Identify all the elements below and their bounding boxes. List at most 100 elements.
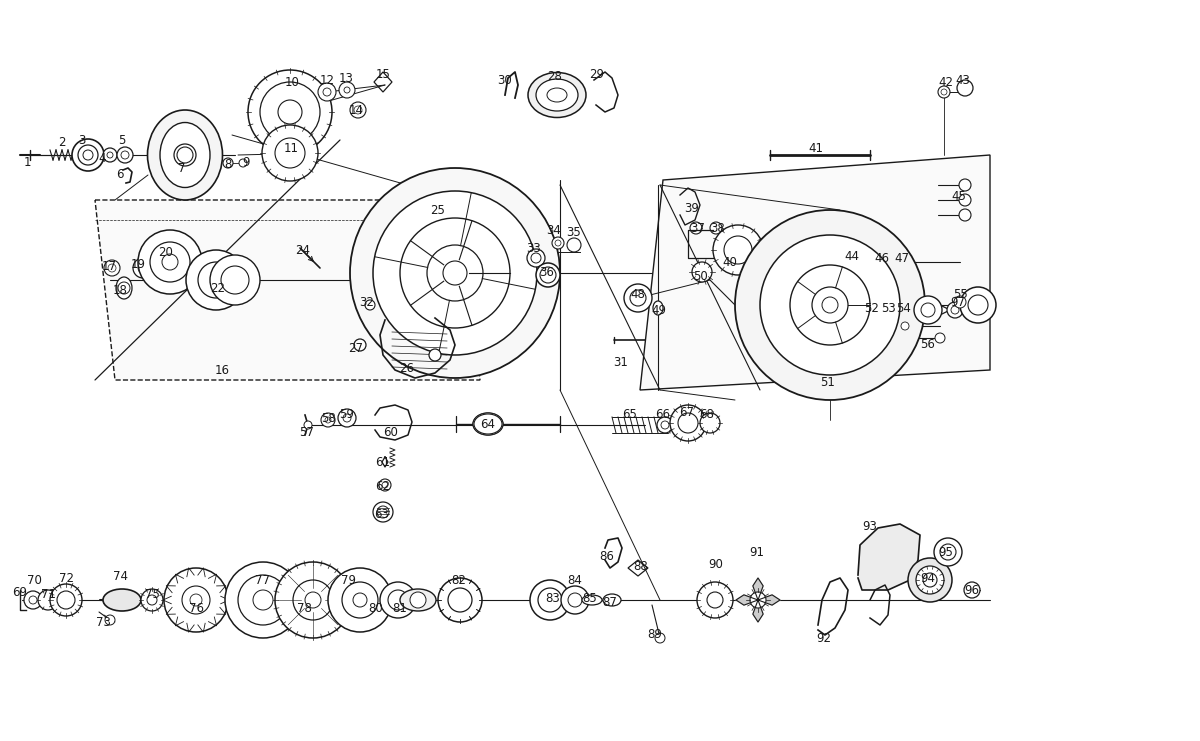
Text: 6: 6: [116, 168, 124, 182]
Circle shape: [24, 591, 42, 609]
Text: 47: 47: [894, 251, 910, 265]
Circle shape: [293, 580, 334, 620]
Ellipse shape: [536, 79, 578, 111]
Text: 67: 67: [679, 407, 695, 419]
Ellipse shape: [604, 594, 622, 606]
Text: 97: 97: [950, 296, 966, 308]
Circle shape: [260, 82, 320, 142]
Text: 66: 66: [655, 408, 671, 422]
Circle shape: [354, 106, 362, 114]
Circle shape: [354, 339, 366, 351]
Text: 81: 81: [392, 602, 408, 614]
Text: 64: 64: [480, 419, 496, 431]
Circle shape: [138, 263, 148, 273]
Circle shape: [901, 322, 910, 330]
Text: 92: 92: [816, 631, 832, 645]
Text: 20: 20: [158, 245, 174, 259]
Polygon shape: [736, 595, 758, 605]
Text: 53: 53: [881, 302, 895, 314]
Circle shape: [325, 417, 331, 423]
Circle shape: [118, 147, 133, 163]
Circle shape: [72, 139, 104, 171]
Text: 79: 79: [341, 574, 355, 586]
Circle shape: [104, 260, 120, 276]
Circle shape: [940, 544, 956, 560]
Circle shape: [108, 264, 116, 272]
Text: 4: 4: [98, 151, 106, 165]
Circle shape: [107, 152, 113, 158]
Circle shape: [678, 413, 698, 433]
Circle shape: [960, 287, 996, 323]
Circle shape: [554, 240, 562, 246]
Circle shape: [350, 168, 560, 378]
Ellipse shape: [160, 122, 210, 187]
Circle shape: [914, 296, 942, 324]
Circle shape: [834, 244, 870, 280]
Text: 57: 57: [300, 425, 314, 439]
Text: 58: 58: [320, 411, 335, 425]
Text: 5: 5: [119, 133, 126, 147]
Circle shape: [210, 255, 260, 305]
Circle shape: [221, 266, 250, 294]
Circle shape: [630, 290, 646, 306]
Circle shape: [275, 562, 352, 638]
Text: 41: 41: [809, 142, 823, 155]
Circle shape: [443, 261, 467, 285]
Circle shape: [248, 70, 332, 154]
Text: 45: 45: [952, 190, 966, 202]
Circle shape: [186, 250, 246, 310]
Circle shape: [133, 258, 154, 278]
Ellipse shape: [400, 589, 436, 611]
Text: 13: 13: [338, 71, 354, 84]
Ellipse shape: [528, 73, 586, 118]
Circle shape: [253, 590, 274, 610]
Text: 22: 22: [210, 282, 226, 294]
Text: 95: 95: [938, 547, 954, 559]
Circle shape: [922, 303, 935, 317]
Ellipse shape: [898, 254, 907, 270]
Circle shape: [760, 235, 900, 375]
Text: 52: 52: [864, 302, 880, 314]
Circle shape: [322, 413, 335, 427]
Circle shape: [959, 179, 971, 191]
Text: 18: 18: [113, 285, 127, 297]
Circle shape: [305, 592, 322, 608]
Circle shape: [958, 80, 973, 96]
Circle shape: [877, 257, 887, 267]
Circle shape: [968, 295, 988, 315]
Circle shape: [340, 82, 355, 98]
Circle shape: [344, 87, 350, 93]
Circle shape: [872, 252, 892, 272]
Circle shape: [734, 210, 925, 400]
Circle shape: [448, 588, 472, 612]
Circle shape: [750, 592, 766, 608]
Circle shape: [430, 349, 442, 361]
Text: 38: 38: [710, 222, 725, 234]
Text: 83: 83: [546, 591, 560, 605]
Text: 87: 87: [602, 596, 618, 608]
Circle shape: [223, 158, 233, 168]
Ellipse shape: [473, 413, 503, 435]
Circle shape: [941, 89, 947, 95]
Circle shape: [697, 582, 733, 618]
Text: 88: 88: [634, 559, 648, 573]
Text: 35: 35: [566, 227, 581, 239]
Text: 85: 85: [583, 591, 598, 605]
Circle shape: [938, 86, 950, 98]
Text: 31: 31: [613, 356, 629, 370]
Text: 29: 29: [589, 68, 605, 82]
Text: 74: 74: [113, 571, 127, 583]
Circle shape: [150, 242, 190, 282]
Text: 39: 39: [684, 202, 700, 214]
Text: 91: 91: [750, 547, 764, 559]
Circle shape: [710, 222, 722, 234]
Circle shape: [438, 578, 482, 622]
Circle shape: [842, 252, 862, 272]
Text: 40: 40: [722, 256, 738, 268]
Text: 72: 72: [59, 571, 73, 585]
Circle shape: [661, 421, 670, 429]
Circle shape: [822, 297, 838, 313]
Circle shape: [262, 125, 318, 181]
Text: 89: 89: [648, 628, 662, 642]
Text: 65: 65: [623, 408, 637, 422]
